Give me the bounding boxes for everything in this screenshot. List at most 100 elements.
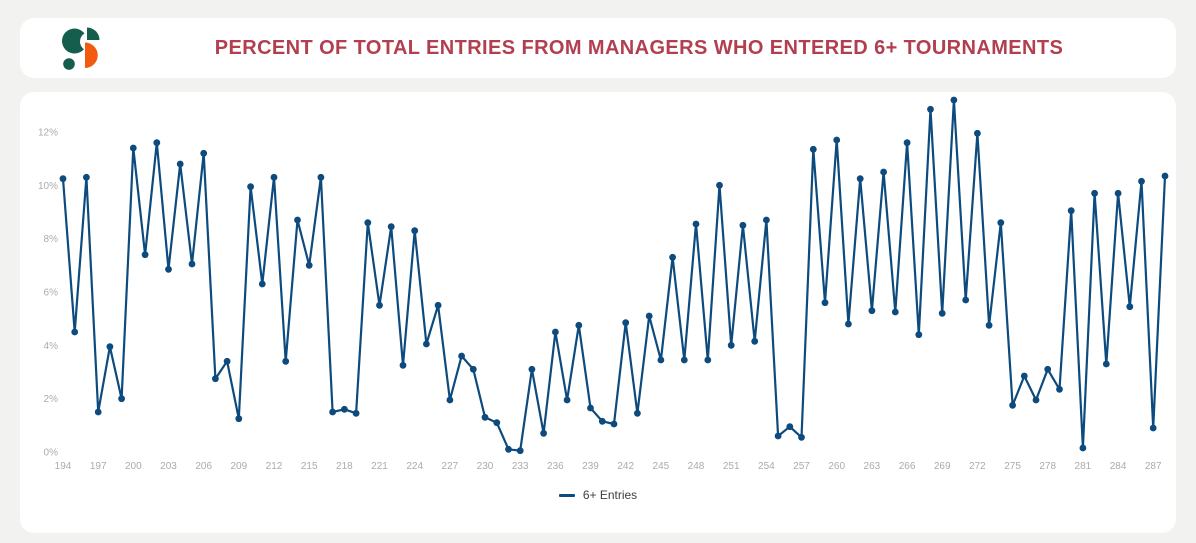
data-point[interactable]: [188, 260, 196, 268]
data-point[interactable]: [1032, 396, 1040, 404]
data-point[interactable]: [680, 356, 688, 364]
data-point[interactable]: [106, 343, 114, 351]
data-point[interactable]: [903, 139, 911, 147]
data-point[interactable]: [727, 341, 735, 349]
data-point[interactable]: [1161, 172, 1169, 180]
data-point[interactable]: [1149, 424, 1157, 432]
svg-text:272: 272: [969, 461, 986, 472]
data-point[interactable]: [212, 375, 219, 383]
data-point[interactable]: [493, 419, 501, 427]
data-point[interactable]: [1102, 360, 1110, 368]
data-point[interactable]: [868, 307, 876, 315]
data-point[interactable]: [1114, 189, 1122, 197]
data-point[interactable]: [247, 183, 255, 191]
data-point[interactable]: [587, 404, 594, 412]
data-point[interactable]: [821, 299, 829, 307]
data-point[interactable]: [950, 96, 958, 104]
data-point[interactable]: [598, 417, 606, 425]
data-point[interactable]: [962, 296, 970, 304]
data-point[interactable]: [528, 365, 536, 373]
svg-text:2%: 2%: [44, 394, 59, 405]
data-point[interactable]: [411, 227, 419, 235]
data-point[interactable]: [974, 129, 981, 137]
data-point[interactable]: [458, 352, 465, 360]
data-point[interactable]: [1126, 303, 1134, 311]
data-point[interactable]: [739, 221, 747, 229]
data-point[interactable]: [1020, 372, 1028, 380]
data-point[interactable]: [282, 357, 290, 365]
data-point[interactable]: [176, 160, 184, 168]
data-point[interactable]: [129, 144, 137, 152]
data-point[interactable]: [751, 337, 759, 345]
data-point[interactable]: [258, 280, 266, 288]
data-point[interactable]: [657, 356, 665, 364]
data-point[interactable]: [118, 395, 125, 403]
data-point[interactable]: [845, 320, 852, 328]
data-point[interactable]: [235, 415, 243, 423]
data-point[interactable]: [763, 216, 770, 224]
data-point[interactable]: [71, 328, 79, 336]
data-point[interactable]: [704, 356, 712, 364]
data-point[interactable]: [716, 181, 723, 189]
data-point[interactable]: [1079, 444, 1087, 452]
data-point[interactable]: [387, 223, 395, 231]
data-point[interactable]: [329, 408, 336, 416]
data-point[interactable]: [165, 265, 172, 273]
data-point[interactable]: [610, 420, 618, 428]
data-point[interactable]: [891, 308, 899, 316]
data-point[interactable]: [692, 220, 700, 228]
data-point[interactable]: [915, 331, 923, 339]
data-point[interactable]: [317, 173, 325, 181]
data-point[interactable]: [1091, 189, 1098, 197]
data-point[interactable]: [481, 413, 489, 421]
data-point[interactable]: [575, 321, 583, 329]
data-point[interactable]: [809, 145, 817, 153]
data-point[interactable]: [305, 261, 313, 269]
data-point[interactable]: [1056, 385, 1063, 393]
data-point[interactable]: [833, 136, 841, 144]
data-point[interactable]: [774, 432, 782, 440]
data-point[interactable]: [341, 405, 348, 413]
data-point[interactable]: [634, 409, 641, 417]
data-point[interactable]: [153, 139, 161, 147]
data-point[interactable]: [83, 173, 90, 181]
data-point[interactable]: [1138, 177, 1145, 185]
data-point[interactable]: [423, 340, 430, 348]
line-chart[interactable]: 0% 2% 4% 6% 8% 10% 12% 194 197 200 203 206 209 212 215…: [20, 92, 1176, 484]
data-point[interactable]: [399, 361, 407, 369]
data-point[interactable]: [645, 312, 653, 320]
data-point[interactable]: [223, 357, 231, 365]
data-point[interactable]: [376, 301, 383, 309]
data-point[interactable]: [880, 168, 887, 176]
data-point[interactable]: [364, 219, 372, 227]
data-point[interactable]: [563, 396, 571, 404]
legend[interactable]: 6+ Entries: [20, 488, 1176, 502]
data-point[interactable]: [1009, 401, 1016, 409]
data-point[interactable]: [927, 105, 934, 113]
data-point[interactable]: [938, 309, 946, 317]
data-point[interactable]: [985, 321, 993, 329]
data-point[interactable]: [997, 219, 1005, 227]
data-point[interactable]: [469, 365, 477, 373]
data-point[interactable]: [59, 175, 67, 183]
data-point[interactable]: [141, 251, 149, 259]
data-point[interactable]: [352, 409, 360, 417]
data-point[interactable]: [200, 149, 208, 157]
data-point[interactable]: [856, 175, 864, 183]
data-point[interactable]: [1044, 365, 1052, 373]
data-point[interactable]: [786, 423, 794, 431]
data-point[interactable]: [669, 253, 676, 261]
data-point[interactable]: [516, 447, 524, 455]
data-point[interactable]: [94, 408, 102, 416]
data-point[interactable]: [294, 216, 301, 224]
data-point[interactable]: [434, 301, 442, 309]
data-point[interactable]: [798, 433, 805, 441]
data-point[interactable]: [552, 328, 559, 336]
data-point[interactable]: [1067, 207, 1075, 215]
data-point[interactable]: [540, 429, 547, 437]
data-point[interactable]: [622, 319, 630, 327]
data-point[interactable]: [270, 173, 278, 181]
data-point[interactable]: [446, 396, 454, 404]
data-point[interactable]: [505, 445, 512, 453]
svg-text:269: 269: [934, 461, 951, 472]
